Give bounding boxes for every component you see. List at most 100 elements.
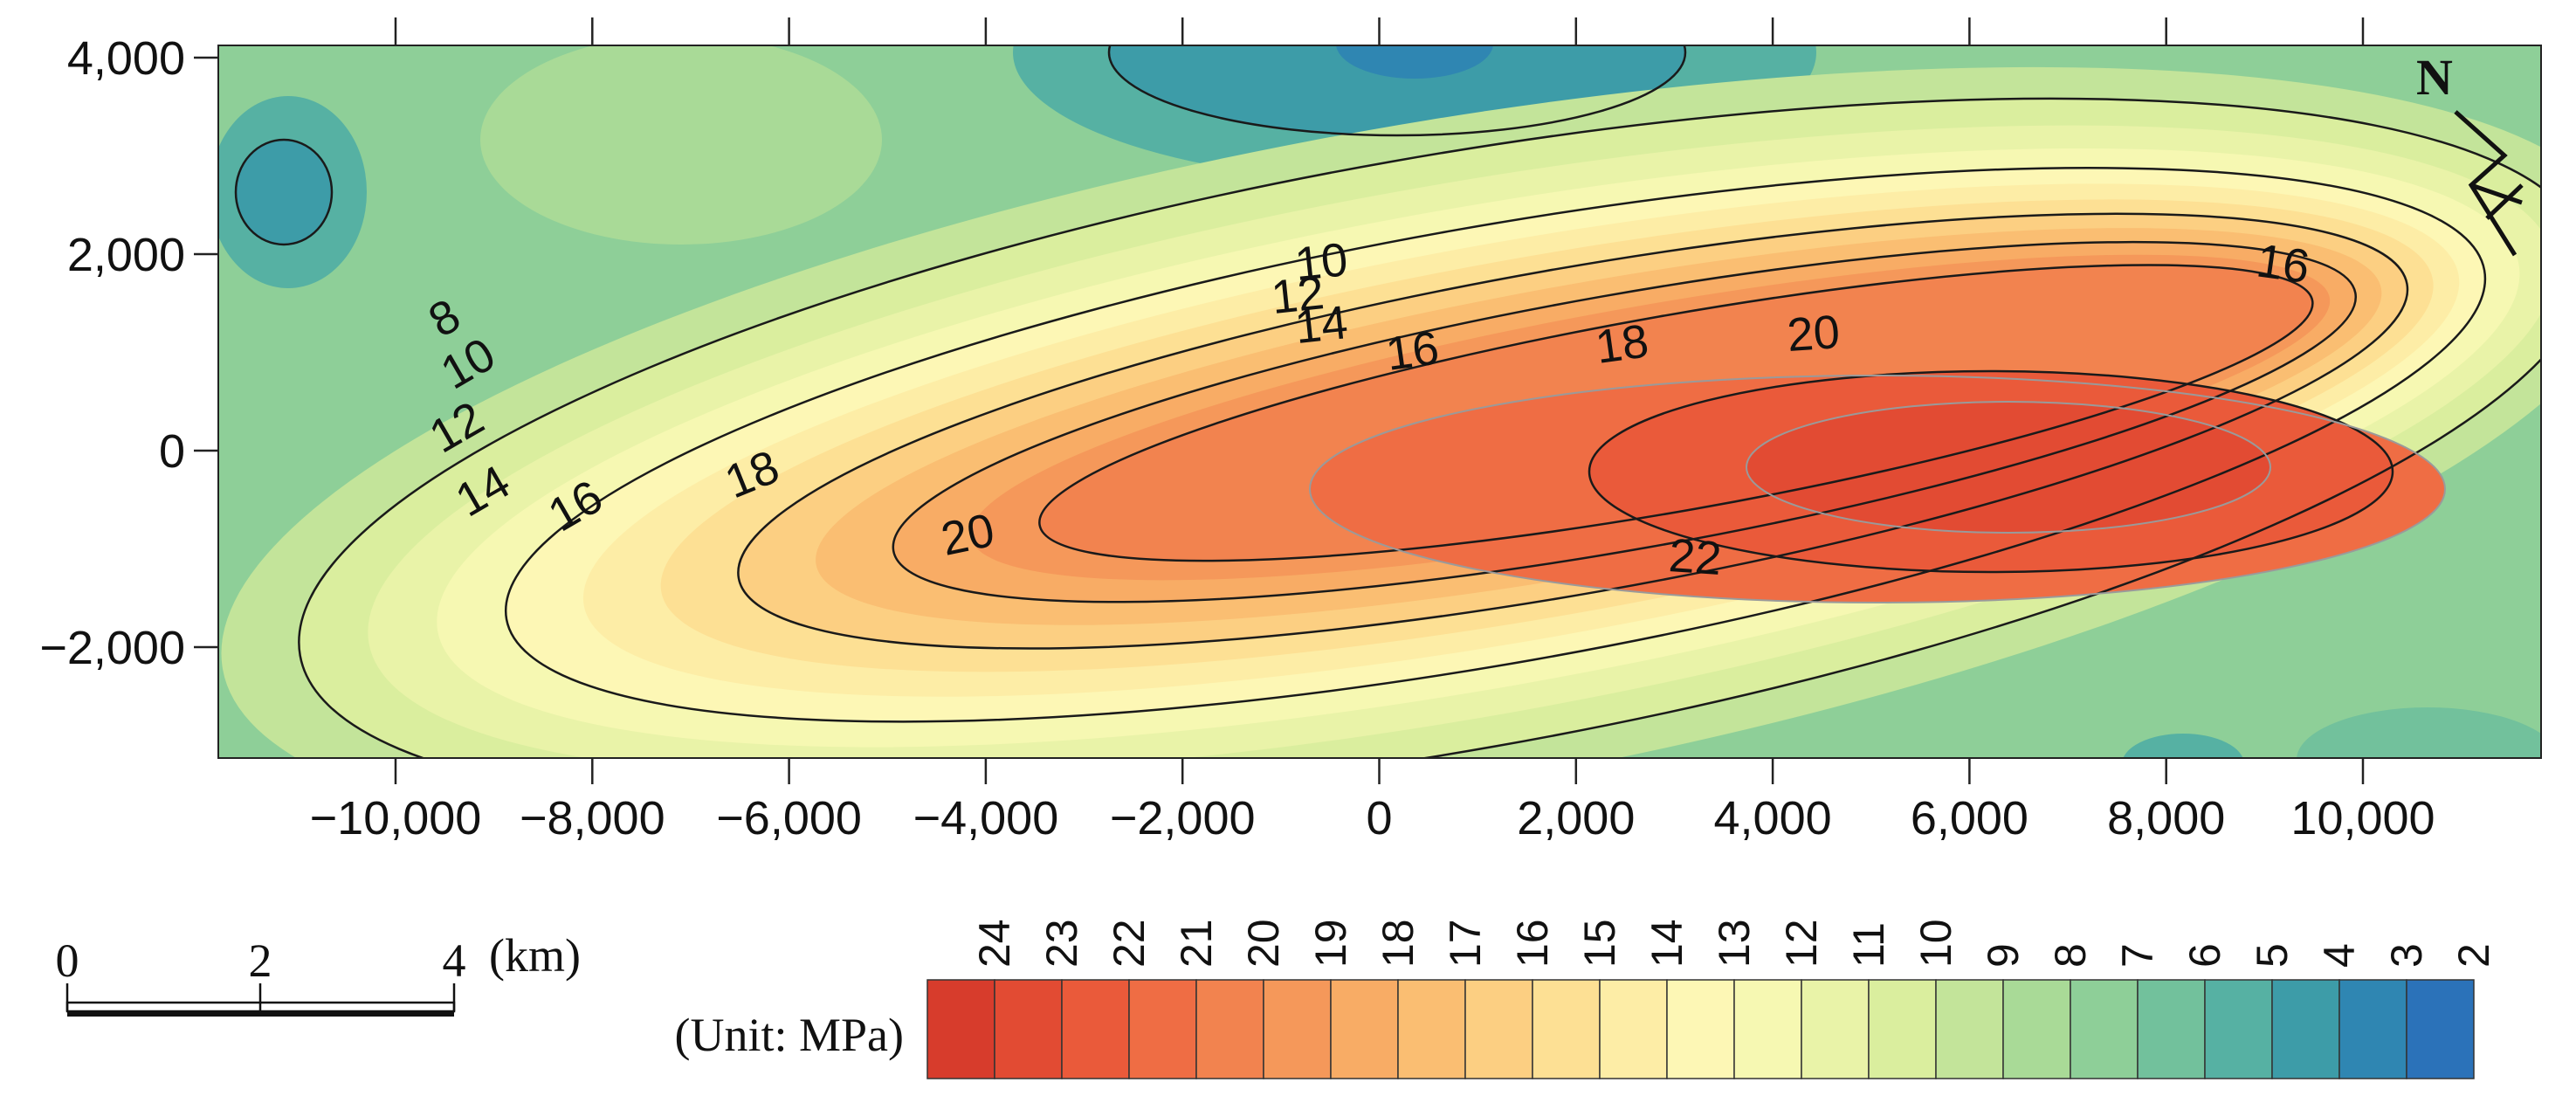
legend-label: 4 <box>2315 943 2364 968</box>
x-tick-label: −8,000 <box>520 792 665 844</box>
legend-swatch <box>1195 979 1264 1079</box>
legend-swatch <box>2070 979 2139 1079</box>
x-axis: −10,000 −8,000 −6,000 −4,000 −2,000 0 2,000 4,0… <box>310 17 2435 844</box>
x-tick-label: 8,000 <box>2107 792 2225 844</box>
legend-swatch <box>1868 979 1937 1079</box>
legend-swatch <box>2204 979 2273 1079</box>
legend-swatch <box>1263 979 1332 1079</box>
scale-unit: (km) <box>489 929 581 982</box>
contour-line-4 <box>1107 45 1687 137</box>
contour-label: 14 <box>1292 296 1350 354</box>
contour-line-10 <box>298 97 2541 758</box>
contour-lines <box>234 45 2541 758</box>
contour-line-20 <box>1038 264 2314 562</box>
x-tick-label: 4,000 <box>1714 792 1832 844</box>
scale-label-2: 2 <box>249 934 272 987</box>
y-tick-label: 4,000 <box>67 32 185 85</box>
legend-label: 22 <box>1105 919 1154 968</box>
contour-line-13 <box>504 167 2487 723</box>
fill-low-bottom <box>2123 734 2243 758</box>
legend-swatch <box>1128 979 1197 1079</box>
legend-label: 2 <box>2449 943 2498 968</box>
legend-label: 6 <box>2180 943 2229 968</box>
legend-swatch <box>1061 979 1130 1079</box>
contour-line-22 <box>1588 369 2394 574</box>
y-tick-label: −2,000 <box>39 622 185 674</box>
north-arrow: N <box>2416 49 2524 257</box>
contour-map: 8 10 12 14 16 18 20 10 12 14 16 18 20 16… <box>39 17 2542 844</box>
legend-label: 19 <box>1306 919 1355 968</box>
fill-saddle-top <box>480 45 882 245</box>
contour-line-18 <box>892 240 2358 603</box>
contour-label: 10 <box>1292 233 1350 291</box>
legend-swatch <box>2137 979 2206 1079</box>
legend-unit-label: (Unit: MPa) <box>675 1009 905 1061</box>
legend-swatches <box>926 979 2475 1079</box>
legend-label: 14 <box>1643 919 1691 968</box>
contour-line-21 <box>1309 375 2446 603</box>
legend-label: 3 <box>2382 943 2431 968</box>
x-tick-label: 2,000 <box>1517 792 1635 844</box>
contour-fills <box>218 45 2541 758</box>
legend-label: 10 <box>1911 919 1960 968</box>
legend-swatch <box>2338 979 2407 1079</box>
legend-swatch <box>1935 979 2004 1079</box>
legend-label: 20 <box>1239 919 1288 968</box>
legend-label: 7 <box>2113 943 2162 968</box>
x-tick-label: −10,000 <box>310 792 482 844</box>
legend-label: 13 <box>1710 919 1759 968</box>
x-tick-label: 0 <box>1366 792 1392 844</box>
x-tick-label: −6,000 <box>716 792 862 844</box>
fill-low-left-core <box>236 140 332 245</box>
x-tick-label: −4,000 <box>913 792 1059 844</box>
contour-lines-minor <box>1309 375 2446 603</box>
scale-bar: 0 2 4 (km) <box>56 929 581 1017</box>
legend-swatch <box>1532 979 1601 1079</box>
legend-label: 17 <box>1441 919 1490 968</box>
legend-swatch <box>1666 979 1735 1079</box>
north-label: N <box>2416 49 2453 106</box>
legend-swatch <box>1464 979 1533 1079</box>
scale-label-4: 4 <box>443 934 466 987</box>
legend-swatch <box>1330 979 1399 1079</box>
legend-label: 24 <box>970 919 1019 968</box>
x-tick-label: −2,000 <box>1110 792 1256 844</box>
legend-swatch <box>2271 979 2340 1079</box>
legend-swatch <box>994 979 1063 1079</box>
fill-low-bottom-right <box>2297 707 2541 758</box>
legend-label: 5 <box>2248 943 2297 968</box>
x-tick-label: 10,000 <box>2290 792 2435 844</box>
contour-label: 18 <box>1593 314 1652 374</box>
legend-swatch <box>2002 979 2071 1079</box>
legend-label: 15 <box>1575 919 1624 968</box>
legend-swatch <box>926 979 995 1079</box>
contour-label: 20 <box>937 504 999 566</box>
scale-label-0: 0 <box>56 934 79 987</box>
contour-label: 22 <box>1667 529 1723 585</box>
legend-swatch <box>1397 979 1466 1079</box>
legend-swatch <box>1599 979 1668 1079</box>
legend-label: 16 <box>1508 919 1557 968</box>
fill-low-top-min <box>1336 45 1493 79</box>
x-tick-label: 6,000 <box>1911 792 2028 844</box>
legend-label: 8 <box>2046 943 2095 968</box>
legend-swatch <box>2406 979 2475 1079</box>
legend-label: 21 <box>1172 919 1221 968</box>
legend-label: 9 <box>1979 943 2028 968</box>
contour-label: 12 <box>1269 266 1326 324</box>
legend-labels: 24 23 22 21 20 19 18 17 16 15 14 13 12 11 10 9 8 7 6 5 4 3 2 <box>970 919 2498 968</box>
contour-line-group <box>298 97 2541 758</box>
contour-line-16 <box>737 212 2409 650</box>
legend-label: 11 <box>1844 922 1893 968</box>
legend-label: 18 <box>1374 919 1422 968</box>
contour-line-4-left <box>234 138 334 246</box>
contour-label: 16 <box>2254 234 2313 293</box>
y-tick-label: 0 <box>159 425 185 478</box>
legend-swatch <box>1801 979 1870 1079</box>
contour-label: 20 <box>1786 306 1842 362</box>
contour-line-23 <box>1746 401 2271 534</box>
y-axis: 4,000 2,000 0 −2,000 <box>39 32 218 674</box>
y-tick-label: 2,000 <box>67 229 185 281</box>
color-legend: (Unit: MPa) 24 23 22 21 20 19 18 17 16 15 14 13 12 11… <box>675 919 2498 1079</box>
